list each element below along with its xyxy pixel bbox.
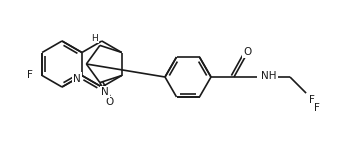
Text: H: H bbox=[91, 34, 98, 43]
Text: O: O bbox=[106, 97, 114, 107]
Text: O: O bbox=[243, 47, 252, 57]
Text: NH: NH bbox=[261, 71, 277, 81]
Text: F: F bbox=[27, 70, 33, 80]
Text: N: N bbox=[73, 73, 81, 83]
Text: F: F bbox=[309, 95, 315, 105]
Text: N: N bbox=[101, 87, 109, 97]
Text: F: F bbox=[314, 103, 320, 113]
